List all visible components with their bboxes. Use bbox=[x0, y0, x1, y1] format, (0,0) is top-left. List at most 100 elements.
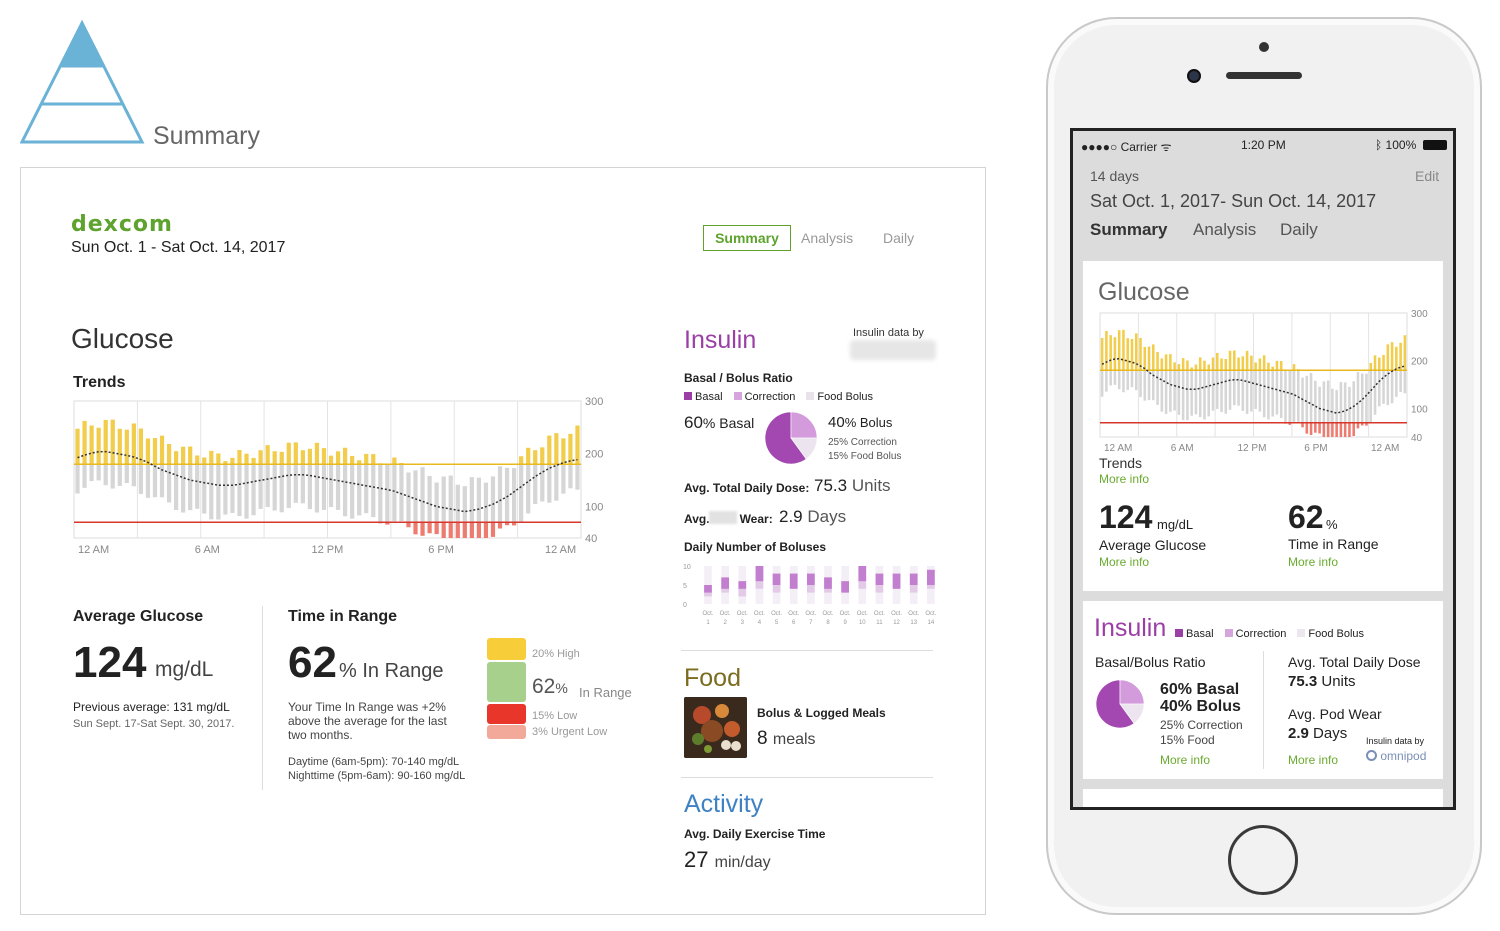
range-bar bbox=[152, 464, 158, 498]
range-bar bbox=[1343, 382, 1347, 423]
low-bar bbox=[1301, 422, 1304, 428]
high-bar bbox=[279, 451, 284, 465]
high-bar bbox=[321, 448, 327, 465]
range-bar bbox=[441, 476, 446, 523]
battery-percent: ᛒ 100% bbox=[1375, 138, 1417, 152]
phone-tab-analysis[interactable]: Analysis bbox=[1193, 220, 1257, 239]
high-bar bbox=[1390, 342, 1394, 371]
high-bar bbox=[547, 435, 552, 465]
phone-insulin-legend: Basal Correction Food Bolus bbox=[1175, 628, 1372, 640]
range-bar bbox=[1262, 370, 1266, 418]
high-bar bbox=[1109, 335, 1112, 371]
tab-analysis[interactable]: Analysis bbox=[801, 230, 854, 246]
phone-tab-summary[interactable]: Summary bbox=[1090, 220, 1168, 239]
range-bar bbox=[1100, 370, 1104, 397]
correction-bar bbox=[858, 566, 867, 582]
food-heading: Food bbox=[684, 664, 741, 692]
range-bar bbox=[1267, 370, 1270, 420]
divider bbox=[1263, 651, 1264, 769]
range-bar bbox=[1314, 380, 1317, 423]
high-bar bbox=[1194, 364, 1198, 371]
home-button[interactable] bbox=[1228, 825, 1298, 895]
average-glucose-more-info-link[interactable]: More info bbox=[1099, 555, 1150, 569]
phone-tab-daily[interactable]: Daily bbox=[1280, 220, 1318, 239]
range-bar bbox=[300, 464, 305, 504]
high-bar bbox=[1228, 350, 1232, 371]
median-line bbox=[77, 450, 578, 513]
ratio-more-info-link[interactable]: More info bbox=[1160, 753, 1211, 767]
range-bar bbox=[1122, 370, 1125, 393]
high-bar bbox=[237, 450, 242, 465]
low-bar bbox=[385, 522, 390, 525]
pie-slice-food-bolus bbox=[1119, 703, 1145, 724]
high-bar bbox=[533, 450, 538, 465]
x-tick-label: Oct. bbox=[720, 611, 731, 617]
range-bar bbox=[519, 464, 524, 523]
x-tick-label: 8 bbox=[826, 620, 830, 626]
range-bar bbox=[469, 477, 474, 523]
range-bar bbox=[1403, 370, 1407, 394]
high-bar bbox=[293, 442, 298, 465]
glucose-heading: Glucose bbox=[71, 323, 174, 354]
range-bar bbox=[195, 464, 200, 509]
range-bar bbox=[547, 464, 552, 503]
trends-more-info-link[interactable]: More info bbox=[1099, 472, 1150, 486]
range-bar bbox=[1271, 370, 1274, 417]
phone-next-card bbox=[1083, 789, 1443, 807]
high-bar bbox=[1403, 335, 1407, 371]
range-bar bbox=[1211, 370, 1215, 411]
range-bar bbox=[286, 464, 291, 508]
correction-bar bbox=[892, 573, 901, 589]
range-bar bbox=[455, 484, 460, 523]
high-bar bbox=[1215, 352, 1219, 371]
urgent-low-segment bbox=[487, 725, 526, 739]
low-bar bbox=[1322, 422, 1326, 437]
tab-daily[interactable]: Daily bbox=[883, 230, 915, 246]
x-tick-label: 12 AM bbox=[78, 544, 109, 556]
range-bar bbox=[251, 464, 256, 516]
low-bar bbox=[1305, 422, 1309, 434]
range-bar bbox=[89, 464, 94, 482]
high-bar bbox=[1258, 358, 1262, 371]
range-bar bbox=[293, 464, 298, 503]
range-bar bbox=[385, 464, 390, 523]
wear-more-info-link[interactable]: More info bbox=[1288, 753, 1339, 767]
period-length[interactable]: 14 days bbox=[1090, 168, 1140, 184]
tab-summary[interactable]: Summary bbox=[703, 225, 791, 251]
omnipod-logo: omnipod bbox=[1366, 749, 1426, 763]
range-bar bbox=[265, 464, 270, 508]
low-bar bbox=[1326, 422, 1330, 437]
high-bar bbox=[1241, 356, 1245, 371]
high-bar bbox=[1164, 354, 1168, 371]
range-bar bbox=[188, 464, 193, 511]
basal-bolus-pie bbox=[764, 411, 818, 465]
low-bar bbox=[1309, 422, 1313, 435]
wear-value: 2.9 Days bbox=[779, 507, 847, 526]
correction-percent: 25% Correction bbox=[828, 437, 897, 448]
range-bar bbox=[1322, 381, 1326, 423]
glucose-trends-chart[interactable]: 300 200 100 40 12 AM 6 AM 12 PM 6 PM 12 AM bbox=[71, 396, 631, 556]
pie-slice-correction bbox=[790, 411, 818, 439]
low-percent-label: 15% Low bbox=[532, 710, 578, 722]
range-bar bbox=[202, 464, 207, 514]
phone-food-percent: 15% Food bbox=[1160, 733, 1215, 747]
phone-glucose-trends-chart[interactable]: 300 200 100 40 12 AM 6 AM 12 PM 6 PM 12 AM bbox=[1093, 309, 1438, 451]
range-bar bbox=[1169, 370, 1172, 412]
range-bar bbox=[483, 482, 489, 523]
range-bar bbox=[1117, 370, 1121, 390]
high-bar bbox=[1207, 364, 1211, 371]
range-bar bbox=[307, 464, 313, 510]
time-in-range-label: Time in Range bbox=[288, 608, 398, 625]
range-bar bbox=[413, 470, 418, 523]
high-bar bbox=[1134, 333, 1138, 371]
high-bar bbox=[286, 442, 291, 465]
time-in-range-more-info-link[interactable]: More info bbox=[1288, 555, 1339, 569]
divider bbox=[262, 606, 263, 790]
range-bar bbox=[1224, 370, 1228, 414]
high-bar bbox=[575, 425, 580, 465]
range-bar bbox=[321, 464, 327, 510]
time-in-range-bar bbox=[487, 638, 526, 739]
high-bar bbox=[519, 456, 524, 465]
range-bar bbox=[1164, 370, 1168, 414]
edit-button[interactable]: Edit bbox=[1415, 168, 1440, 184]
